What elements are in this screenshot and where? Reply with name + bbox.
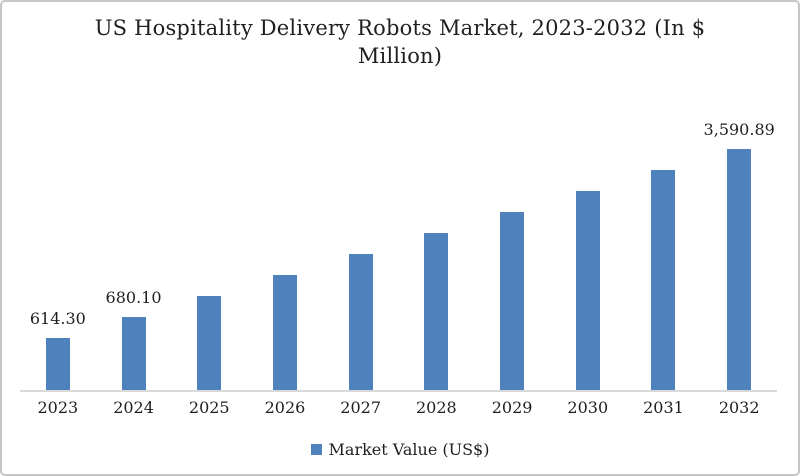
value-label-2023: 614.30 bbox=[29, 309, 86, 328]
legend-marker-square bbox=[310, 444, 322, 455]
x-axis-label-2023: 2023 bbox=[37, 398, 79, 417]
bar-slot-2031 bbox=[626, 100, 702, 390]
x-axis-label-2028: 2028 bbox=[416, 398, 457, 417]
bar-slot-2025 bbox=[171, 100, 247, 390]
bar-slot-2032: 3,590.89 bbox=[701, 100, 777, 390]
bars-container: 614.30 680.10 3,590.89 bbox=[20, 100, 777, 390]
bar-slot-2029 bbox=[474, 100, 550, 390]
chart-title-line1: US Hospitality Delivery Robots Market, 2… bbox=[94, 16, 706, 40]
x-axis-label-2025: 2025 bbox=[188, 398, 230, 417]
x-axis-label-2030: 2030 bbox=[567, 398, 609, 417]
bar-2023 bbox=[45, 338, 70, 390]
x-axis-label-2032: 2032 bbox=[718, 398, 760, 417]
x-axis-label-2024: 2024 bbox=[113, 398, 154, 417]
bar-2030 bbox=[575, 191, 600, 390]
x-axis-label-2027: 2027 bbox=[340, 398, 382, 417]
value-label-2032: 3,590.89 bbox=[703, 120, 775, 139]
plot-area: 614.30 680.10 3,590.89 bbox=[20, 100, 777, 392]
bar-slot-2030 bbox=[550, 100, 626, 390]
bar-slot-2028 bbox=[399, 100, 475, 390]
value-label-2024: 680.10 bbox=[105, 288, 162, 307]
chart-title-line2: Million) bbox=[357, 44, 443, 68]
bar-2028 bbox=[424, 233, 449, 390]
bar-slot-2027 bbox=[323, 100, 399, 390]
bar-slot-2026 bbox=[247, 100, 323, 390]
bar-2032 bbox=[727, 149, 752, 390]
chart-title: US Hospitality Delivery Robots Market, 2… bbox=[2, 14, 798, 70]
legend: Market Value (US$) bbox=[2, 440, 798, 459]
x-axis-label-2026: 2026 bbox=[264, 398, 306, 417]
x-axis-labels: 2023 2024 2025 2026 2027 2028 2029 2030 2031 2032 bbox=[20, 398, 777, 417]
bar-slot-2023: 614.30 bbox=[20, 100, 96, 390]
bar-2025 bbox=[197, 296, 222, 390]
bar-2031 bbox=[651, 170, 676, 390]
legend-label: Market Value (US$) bbox=[328, 440, 490, 459]
x-axis-label-2029: 2029 bbox=[491, 398, 533, 417]
bar-2026 bbox=[272, 275, 297, 390]
bar-2029 bbox=[500, 212, 525, 390]
bar-2027 bbox=[348, 254, 373, 390]
bar-slot-2024: 680.10 bbox=[96, 100, 172, 390]
bar-2024 bbox=[121, 317, 146, 390]
x-axis-label-2031: 2031 bbox=[643, 398, 684, 417]
